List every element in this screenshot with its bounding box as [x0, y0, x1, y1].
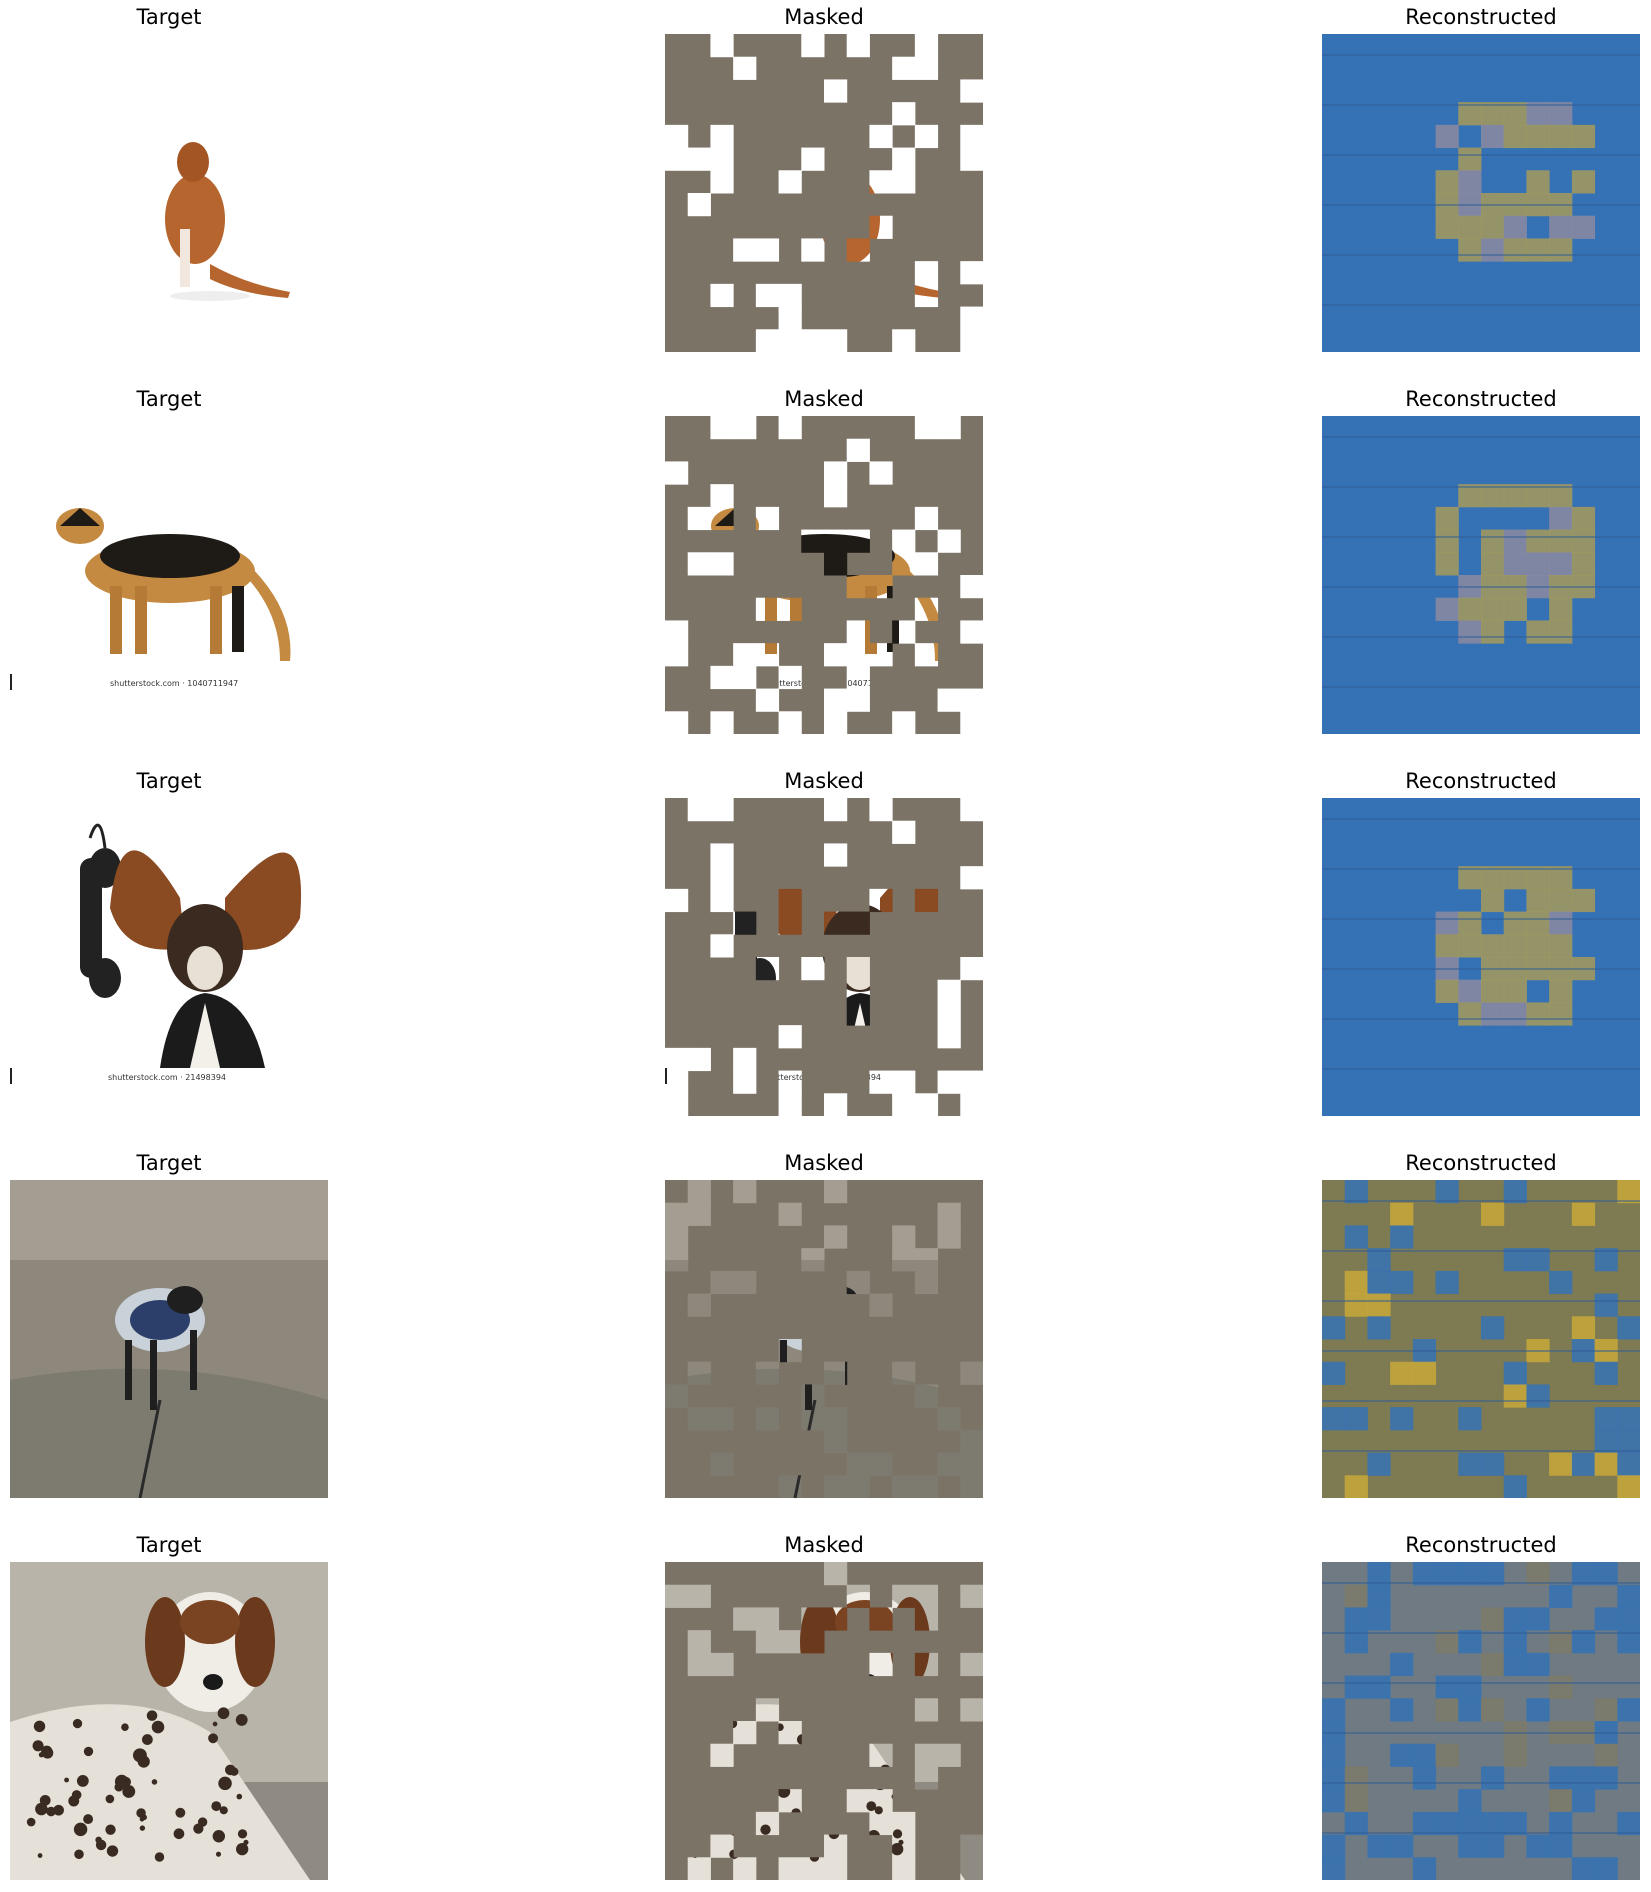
reconstructed-image-dog-on-beach: [1322, 1180, 1640, 1498]
panel-title-reconstructed: Reconstructed: [1405, 1533, 1557, 1557]
target-image-dog-on-beach: [10, 1180, 328, 1498]
target-image-svg: [10, 1562, 328, 1880]
panel-title-target: Target: [136, 387, 202, 411]
panel-title-target: Target: [136, 5, 202, 29]
panel-title-masked: Masked: [784, 1533, 864, 1557]
masked-image-basset-hound-with-phone: shutterstock.com · 21498394: [665, 798, 983, 1116]
svg-text:shutterstock.com · 1040711947: shutterstock.com · 1040711947: [110, 679, 238, 688]
panel-title-masked: Masked: [784, 1151, 864, 1175]
target-image-boxer-dog: [10, 34, 328, 352]
panel-title-masked: Masked: [784, 769, 864, 793]
target-image-basset-hound-with-phone: shutterstock.com · 21498394: [10, 798, 328, 1116]
reconstructed-image-german-shepherd: [1322, 416, 1640, 734]
reconstructed-image-svg: [1322, 798, 1640, 1116]
reconstructed-image-svg: [1322, 1180, 1640, 1498]
masked-image-svg: [665, 1562, 983, 1880]
reconstructed-image-svg: [1322, 416, 1640, 734]
reconstructed-image-boxer-dog: [1322, 34, 1640, 352]
masked-image-dog-on-beach: [665, 1180, 983, 1498]
reconstructed-image-svg: [1322, 34, 1640, 352]
target-image-spotted-hound: [10, 1562, 328, 1880]
svg-text:shutterstock.com · 21498394: shutterstock.com · 21498394: [108, 1073, 226, 1082]
masked-image-svg: shutterstock.com · 21498394: [665, 798, 983, 1116]
panel-title-masked: Masked: [784, 387, 864, 411]
panel-title-reconstructed: Reconstructed: [1405, 1151, 1557, 1175]
panel-title-target: Target: [136, 1533, 202, 1557]
target-image-svg: [10, 1180, 328, 1498]
panel-title-reconstructed: Reconstructed: [1405, 5, 1557, 29]
reconstructed-image-basset-hound-with-phone: [1322, 798, 1640, 1116]
target-image-svg: shutterstock.com · 1040711947: [10, 416, 328, 734]
reconstructed-image-svg: [1322, 1562, 1640, 1880]
panel-title-reconstructed: Reconstructed: [1405, 387, 1557, 411]
masked-image-svg: shutterstock.com · 1040711947: [665, 416, 983, 734]
panel-title-reconstructed: Reconstructed: [1405, 769, 1557, 793]
panel-title-target: Target: [136, 769, 202, 793]
masked-image-svg: [665, 1180, 983, 1498]
panel-title-masked: Masked: [784, 5, 864, 29]
masked-image-boxer-dog: [665, 34, 983, 352]
target-image-svg: shutterstock.com · 21498394: [10, 798, 328, 1116]
masked-image-spotted-hound: [665, 1562, 983, 1880]
reconstructed-image-spotted-hound: [1322, 1562, 1640, 1880]
masked-image-german-shepherd: shutterstock.com · 1040711947: [665, 416, 983, 734]
target-image-svg: [10, 34, 328, 352]
masked-image-svg: [665, 34, 983, 352]
target-image-german-shepherd: shutterstock.com · 1040711947: [10, 416, 328, 734]
panel-title-target: Target: [136, 1151, 202, 1175]
